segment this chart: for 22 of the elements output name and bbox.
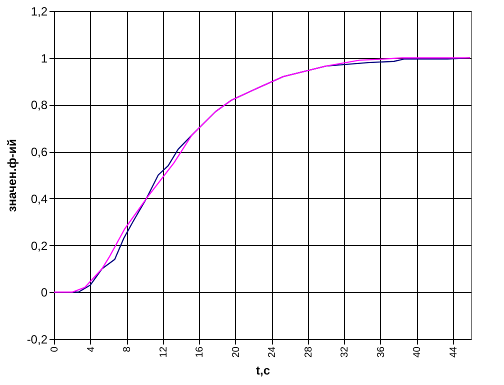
y-tick-label: 0,6 (30, 145, 48, 160)
x-tick-label: 12 (158, 346, 170, 358)
x-tick-label: 20 (230, 346, 242, 358)
x-tick-label: 16 (194, 346, 206, 358)
x-tick-label: 8 (122, 346, 134, 352)
y-tick-label: 1 (40, 51, 48, 66)
x-tick-label: 36 (376, 346, 387, 358)
y-tick-label: 1,2 (30, 4, 48, 18)
y-axis-title: значен.ф-ий (4, 138, 19, 212)
x-tick-label: 4 (86, 346, 97, 352)
y-tick-label: 0,4 (30, 192, 48, 206)
y-tick-label: -0,2 (26, 332, 48, 346)
y-tick-label: 0,2 (30, 238, 48, 253)
x-axis-title: t,c (256, 364, 270, 378)
x-tick-label: 28 (303, 346, 314, 358)
x-tick-label: 40 (412, 346, 424, 358)
x-tick-label: 32 (340, 346, 351, 358)
x-tick-label: 24 (267, 346, 278, 358)
x-tick-label: 44 (448, 346, 460, 358)
y-tick-label: 0 (40, 286, 48, 300)
y-tick-label: 0,8 (30, 98, 48, 112)
x-tick-label: 0 (50, 346, 60, 352)
